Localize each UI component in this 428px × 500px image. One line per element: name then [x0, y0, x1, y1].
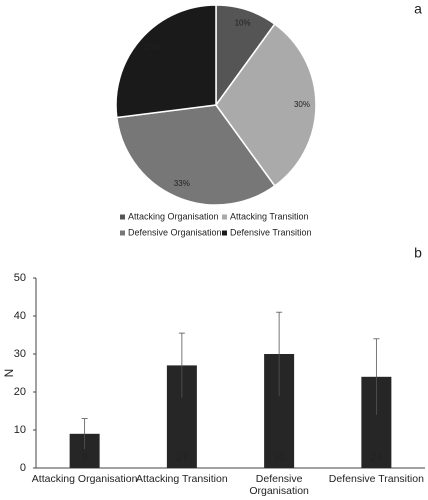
- slice-label: 27%: [143, 43, 159, 52]
- slice-label: 33%: [174, 179, 190, 188]
- legend-label: Attacking Organisation: [128, 211, 219, 221]
- y-tick-label: 30: [14, 348, 26, 360]
- y-tick-label: 50: [14, 272, 26, 284]
- x-tick-label: Attacking Transition: [136, 473, 228, 485]
- x-tick-label: Defensive Transition: [328, 473, 424, 485]
- y-tick-label: 40: [14, 310, 26, 322]
- bar-value-label: 24: [370, 452, 382, 464]
- legend-swatch: [222, 214, 227, 220]
- y-axis-label: N: [2, 369, 16, 378]
- legend-swatch: [222, 230, 227, 236]
- legend-label: Defensive Organisation: [128, 227, 222, 237]
- y-tick-label: 20: [14, 386, 26, 398]
- x-tick-label: Defensive Organisation: [249, 473, 309, 497]
- y-tick-label: 0: [20, 462, 26, 474]
- pie-slice: [115, 4, 217, 119]
- panel-label: b: [414, 245, 422, 261]
- y-tick-label: 10: [14, 424, 26, 436]
- slice-label: 10%: [235, 18, 251, 27]
- legend-label: Attacking Transition: [230, 211, 309, 221]
- x-tick-label: Attacking Organisation: [31, 473, 138, 485]
- legend-label: Defensive Transition: [230, 227, 312, 237]
- pie-slice: [215, 23, 317, 187]
- slice-label: 30%: [294, 100, 310, 109]
- legend-swatch: [120, 214, 125, 220]
- legend-swatch: [120, 230, 125, 236]
- bar-value-label: 30: [273, 452, 285, 464]
- bar-value-label: 9: [82, 452, 88, 464]
- panel-label: a: [414, 1, 422, 17]
- bar-value-label: 27: [176, 452, 188, 464]
- pie-slice: [115, 104, 276, 206]
